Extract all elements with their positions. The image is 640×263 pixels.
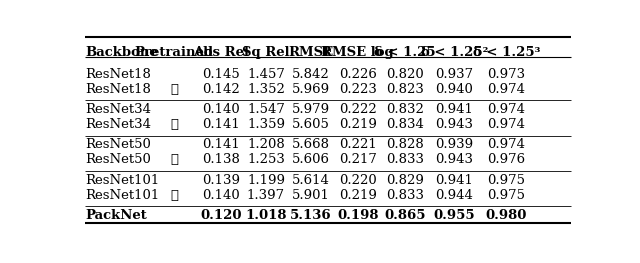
- Text: 0.219: 0.219: [339, 189, 377, 201]
- Text: ResNet101: ResNet101: [85, 189, 159, 201]
- Text: Pretrained: Pretrained: [135, 46, 214, 59]
- Text: 0.974: 0.974: [488, 103, 525, 116]
- Text: 0.943: 0.943: [435, 118, 474, 131]
- Text: 1.208: 1.208: [247, 139, 285, 151]
- Text: 1.018: 1.018: [245, 209, 287, 222]
- Text: ✓: ✓: [170, 118, 178, 131]
- Text: 0.222: 0.222: [339, 103, 376, 116]
- Text: 0.829: 0.829: [386, 174, 424, 187]
- Text: ResNet50: ResNet50: [85, 153, 151, 166]
- Text: 0.974: 0.974: [488, 83, 525, 96]
- Text: 0.974: 0.974: [488, 118, 525, 131]
- Text: PackNet: PackNet: [85, 209, 147, 222]
- Text: 0.974: 0.974: [488, 139, 525, 151]
- Text: 0.940: 0.940: [436, 83, 474, 96]
- Text: 0.139: 0.139: [202, 174, 241, 187]
- Text: 0.141: 0.141: [202, 118, 240, 131]
- Text: ResNet101: ResNet101: [85, 174, 159, 187]
- Text: 1.359: 1.359: [247, 118, 285, 131]
- Text: 0.944: 0.944: [436, 189, 474, 201]
- Text: 0.975: 0.975: [488, 174, 525, 187]
- Text: 0.145: 0.145: [202, 68, 240, 81]
- Text: 0.198: 0.198: [337, 209, 378, 222]
- Text: ✓: ✓: [170, 83, 178, 96]
- Text: δ < 1.25: δ < 1.25: [374, 46, 436, 59]
- Text: 0.138: 0.138: [202, 153, 240, 166]
- Text: RMSE log: RMSE log: [321, 46, 394, 59]
- Text: 0.140: 0.140: [202, 189, 240, 201]
- Text: 0.834: 0.834: [386, 118, 424, 131]
- Text: 0.142: 0.142: [202, 83, 240, 96]
- Text: ResNet50: ResNet50: [85, 139, 151, 151]
- Text: 1.547: 1.547: [247, 103, 285, 116]
- Text: 5.605: 5.605: [292, 118, 330, 131]
- Text: 0.976: 0.976: [488, 153, 525, 166]
- Text: 0.823: 0.823: [386, 83, 424, 96]
- Text: 1.352: 1.352: [247, 83, 285, 96]
- Text: 5.136: 5.136: [290, 209, 332, 222]
- Text: ResNet34: ResNet34: [85, 118, 151, 131]
- Text: 0.941: 0.941: [436, 174, 474, 187]
- Text: 0.833: 0.833: [386, 153, 424, 166]
- Text: 0.219: 0.219: [339, 118, 377, 131]
- Text: 5.614: 5.614: [292, 174, 330, 187]
- Text: 0.937: 0.937: [435, 68, 474, 81]
- Text: 0.865: 0.865: [384, 209, 426, 222]
- Text: ✓: ✓: [170, 153, 178, 166]
- Text: 0.939: 0.939: [435, 139, 474, 151]
- Text: 1.253: 1.253: [247, 153, 285, 166]
- Text: 0.226: 0.226: [339, 68, 377, 81]
- Text: 5.606: 5.606: [292, 153, 330, 166]
- Text: Sq Rel: Sq Rel: [242, 46, 290, 59]
- Text: 0.223: 0.223: [339, 83, 377, 96]
- Text: 0.141: 0.141: [202, 139, 240, 151]
- Text: 5.668: 5.668: [292, 139, 330, 151]
- Text: Backbone: Backbone: [85, 46, 157, 59]
- Text: Abs Rel: Abs Rel: [193, 46, 250, 59]
- Text: δ < 1.25³: δ < 1.25³: [473, 46, 540, 59]
- Text: 1.397: 1.397: [247, 189, 285, 201]
- Text: 0.975: 0.975: [488, 189, 525, 201]
- Text: 0.973: 0.973: [488, 68, 525, 81]
- Text: 5.979: 5.979: [292, 103, 330, 116]
- Text: 0.833: 0.833: [386, 189, 424, 201]
- Text: 0.955: 0.955: [434, 209, 476, 222]
- Text: ResNet18: ResNet18: [85, 68, 151, 81]
- Text: δ < 1.25²: δ < 1.25²: [420, 46, 488, 59]
- Text: 1.199: 1.199: [247, 174, 285, 187]
- Text: 0.941: 0.941: [436, 103, 474, 116]
- Text: 0.217: 0.217: [339, 153, 377, 166]
- Text: 5.901: 5.901: [292, 189, 330, 201]
- Text: 0.943: 0.943: [435, 153, 474, 166]
- Text: ResNet18: ResNet18: [85, 83, 151, 96]
- Text: 0.832: 0.832: [386, 103, 424, 116]
- Text: ResNet34: ResNet34: [85, 103, 151, 116]
- Text: 5.969: 5.969: [292, 83, 330, 96]
- Text: 0.820: 0.820: [386, 68, 424, 81]
- Text: RMSE: RMSE: [288, 46, 333, 59]
- Text: 0.120: 0.120: [200, 209, 242, 222]
- Text: 0.140: 0.140: [202, 103, 240, 116]
- Text: 5.842: 5.842: [292, 68, 330, 81]
- Text: ✓: ✓: [170, 189, 178, 201]
- Text: 0.221: 0.221: [339, 139, 376, 151]
- Text: 0.220: 0.220: [339, 174, 376, 187]
- Text: 1.457: 1.457: [247, 68, 285, 81]
- Text: 0.828: 0.828: [386, 139, 424, 151]
- Text: 0.980: 0.980: [486, 209, 527, 222]
